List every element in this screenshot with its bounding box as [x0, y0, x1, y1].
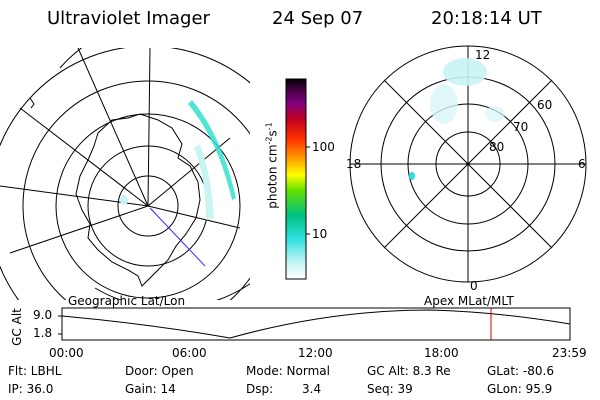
geographic-map	[0, 48, 250, 300]
auroral-emission	[485, 106, 505, 122]
timeline-xtick: 23:59	[552, 346, 587, 360]
lat-circle	[55, 113, 241, 299]
magnetic-map	[349, 45, 587, 283]
info-gain: Gain: 14	[125, 382, 176, 396]
timeline-ytick-1-8: 1.8	[33, 326, 53, 340]
info-ip: IP: 36.0	[8, 382, 54, 396]
colorbar-tick-10: 10	[312, 227, 328, 241]
timeline-xtick: 18:00	[424, 346, 459, 360]
left-panel-caption: Geographic Lat/Lon	[68, 294, 186, 308]
timeline-ylabel: GC Alt	[10, 308, 24, 346]
auroral-emission	[443, 58, 487, 86]
coast-fragment	[29, 97, 35, 109]
mlt-label-6: 6	[578, 157, 586, 171]
mlt-line	[383, 79, 553, 249]
timeline-ytick-9: 9.0	[33, 308, 53, 322]
mlat-label-60: 60	[537, 98, 553, 112]
auroral-speckle	[194, 144, 214, 220]
track-line	[149, 207, 206, 267]
info-dsp-label: Dsp:	[246, 382, 274, 396]
timeline-xtick: 12:00	[298, 346, 333, 360]
meridian	[19, 107, 149, 207]
meridian	[77, 48, 149, 207]
mlat-label-70: 70	[513, 120, 529, 134]
timeline-xtick: 00:00	[49, 346, 84, 360]
info-mode: Mode: Normal	[246, 364, 330, 378]
lat-circle	[0, 48, 250, 300]
info-filter: Flt: LBHL	[8, 364, 62, 378]
meridian	[147, 48, 151, 207]
lat-circle	[22, 80, 250, 300]
colorbar-tick-100: 100	[312, 140, 335, 154]
timeline-xtick: 06:00	[172, 346, 207, 360]
info-gc-alt: GC Alt: 8.3 Re	[367, 364, 451, 378]
info-seq: Seq: 39	[367, 382, 413, 396]
antarctica-coastline	[75, 113, 201, 287]
auroral-oval	[188, 100, 236, 200]
mlat-label-80: 80	[489, 140, 505, 154]
colorbar-unit-label: photon cm-2s-1	[264, 122, 280, 209]
auroral-emission	[430, 84, 458, 124]
info-door: Door: Open	[125, 364, 194, 378]
info-glon: GLon: 95.9	[487, 382, 553, 396]
altitude-timeline	[58, 307, 571, 341]
auroral-spot	[409, 172, 415, 180]
colorbar	[285, 78, 310, 280]
colorbar-scale	[285, 78, 307, 280]
image-date: 24 Sep 07	[272, 8, 364, 29]
mlt-label-12: 12	[475, 48, 491, 62]
altitude-curve	[61, 309, 571, 339]
earth-limb	[59, 48, 250, 300]
right-panel-caption: Apex MLat/MLT	[424, 294, 514, 308]
meridian	[147, 205, 241, 229]
instrument-title: Ultraviolet Imager	[47, 8, 210, 29]
info-glat: GLat: -80.6	[487, 364, 554, 378]
auroral-spot	[120, 195, 128, 205]
meridian	[9, 205, 149, 254]
info-dsp-value: 3.4	[302, 382, 322, 396]
mlt-label-0: 0	[470, 279, 478, 293]
mlt-label-18: 18	[346, 157, 362, 171]
image-time: 20:18:14 UT	[431, 8, 542, 29]
